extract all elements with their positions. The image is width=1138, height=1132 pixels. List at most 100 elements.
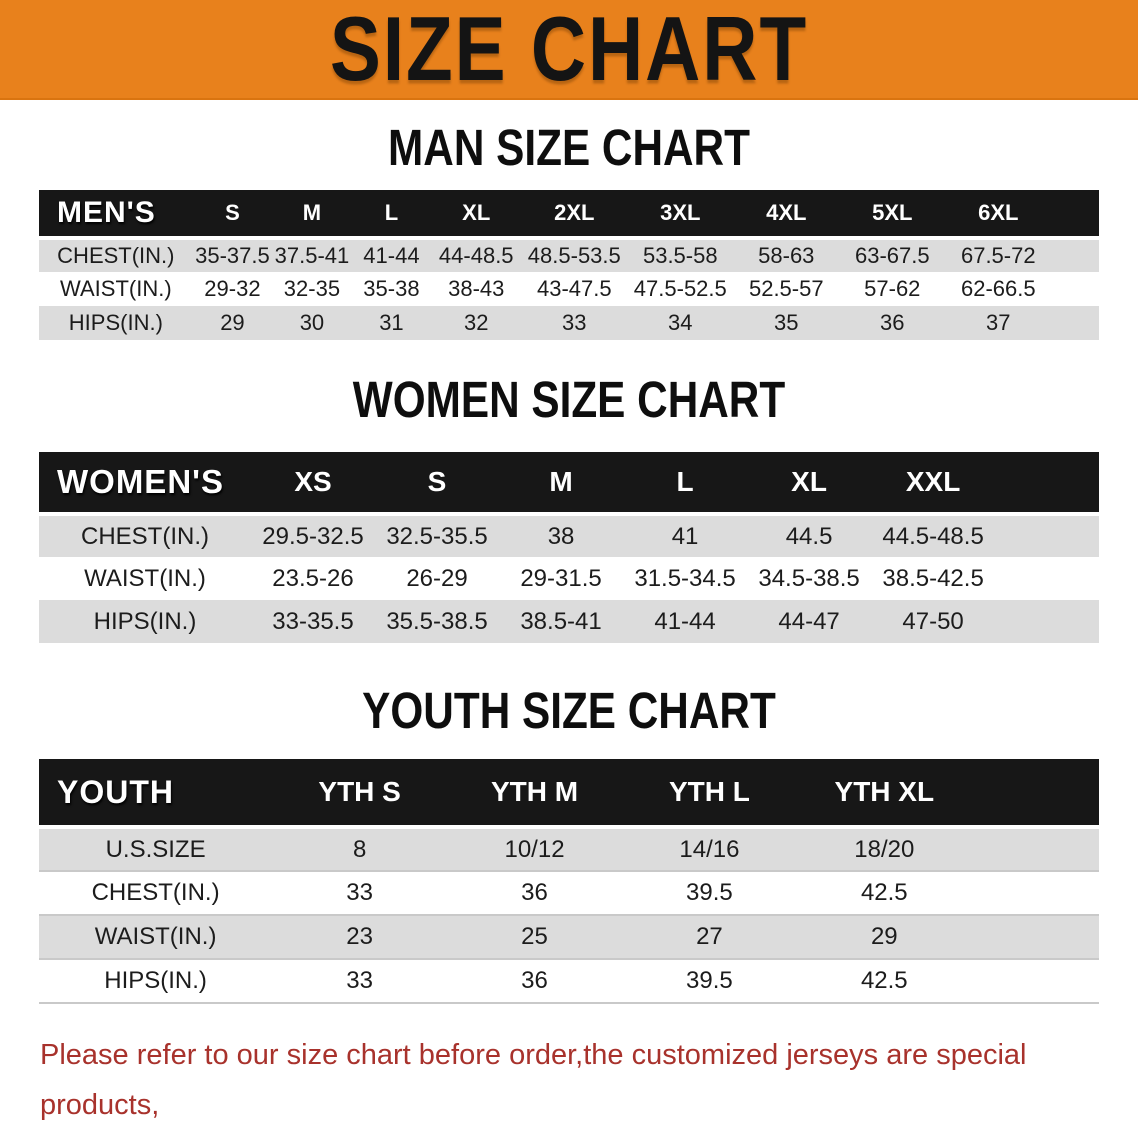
youth-heading-wrap: YOUTH SIZE CHART: [0, 681, 1138, 739]
size-cell: 23: [272, 914, 448, 959]
youth-group-label: YOUTH: [39, 759, 273, 827]
men-chest-row: CHEST(IN.) 35-37.5 37.5-41 41-44 44-48.5…: [39, 236, 1099, 272]
size-cell: 33: [272, 958, 448, 1004]
size-cell: 29: [796, 914, 972, 959]
women-size-table: WOMEN'S XS S M L XL XXL CHEST(IN.) 29.5-…: [39, 452, 1099, 643]
size-cell: 38.5-42.5: [882, 564, 984, 592]
women-size-header: XXL: [871, 452, 996, 514]
women-group-label: WOMEN'S: [39, 452, 251, 514]
size-cell: 25: [447, 914, 622, 959]
size-cell: 41: [623, 512, 748, 557]
size-cell: 32: [463, 310, 489, 335]
filler-cell: [995, 557, 1099, 600]
youth-waist-row: WAIST(IN.) 23 25 27 29: [39, 914, 1099, 959]
size-cell: 39.5: [621, 870, 797, 915]
filler-cell: [995, 600, 1099, 643]
size-cell: 35.5-38.5: [386, 607, 488, 635]
row-label: CHEST(IN.): [39, 236, 193, 272]
men-size-header: M: [272, 190, 352, 238]
filler-cell: [971, 870, 1099, 915]
men-header-row: MEN'S S M L XL 2XL 3XL 4XL 5XL 6XL: [39, 190, 1099, 238]
women-heading: WOMEN SIZE CHART: [352, 370, 786, 429]
men-section: MAN SIZE CHART MEN'S S M L XL 2XL 3XL 4X…: [0, 118, 1138, 340]
men-size-table: MEN'S S M L XL 2XL 3XL 4XL 5XL 6XL CHEST…: [39, 190, 1099, 340]
size-cell: 63-67.5: [839, 236, 946, 272]
youth-ussize-row: U.S.SIZE 8 10/12 14/16 18/20: [39, 825, 1099, 871]
size-cell: 38-43: [448, 276, 505, 301]
youth-heading: YOUTH SIZE CHART: [362, 681, 776, 740]
size-cell: 31: [379, 310, 404, 335]
size-cell: 44.5: [747, 512, 872, 557]
women-size-header: S: [375, 452, 500, 514]
row-label: WAIST(IN.): [84, 564, 206, 592]
women-size-header: XL: [747, 452, 872, 514]
row-label: U.S.SIZE: [39, 825, 273, 871]
row-label: WAIST(IN.): [60, 276, 172, 301]
men-heading: MAN SIZE CHART: [388, 118, 750, 177]
size-cell: 38.5-41: [520, 607, 602, 635]
youth-size-header: YTH M: [447, 759, 622, 827]
youth-section: YOUTH SIZE CHART YOUTH YTH S YTH M YTH L…: [0, 681, 1138, 1004]
men-group-label: MEN'S: [39, 190, 193, 238]
size-cell: 44-48.5: [431, 236, 522, 272]
size-cell: 36: [447, 870, 622, 915]
youth-size-header: YTH XL: [796, 759, 972, 827]
size-cell: 44.5-48.5: [871, 512, 996, 557]
size-cell: 26-29: [406, 564, 468, 592]
row-label: HIPS(IN.): [39, 958, 273, 1004]
men-size-header: 4XL: [733, 190, 840, 238]
size-cell: 29: [220, 310, 245, 335]
size-cell: 18/20: [796, 825, 972, 871]
size-cell: 23.5-26: [272, 564, 354, 592]
size-cell: 33: [562, 310, 587, 335]
youth-size-table: YOUTH YTH S YTH M YTH L YTH XL U.S.SIZE …: [39, 759, 1099, 1004]
size-cell: 27: [621, 914, 797, 959]
men-heading-wrap: MAN SIZE CHART: [0, 118, 1138, 176]
women-section: WOMEN SIZE CHART WOMEN'S XS S M L XL XXL…: [0, 370, 1138, 643]
men-size-header: 2XL: [521, 190, 628, 238]
size-cell: 29-31.5: [520, 564, 602, 592]
men-hips-row: HIPS(IN.) 29 30 31 32 33 34 35 36 37: [39, 306, 1099, 340]
row-label: CHEST(IN.): [39, 512, 251, 557]
size-cell: 32-35: [283, 276, 341, 301]
size-cell: 10/12: [447, 825, 622, 871]
size-cell: 37.5-41: [272, 236, 352, 272]
size-cell: 29-32: [204, 276, 261, 301]
size-cell: 57-62: [864, 276, 921, 301]
size-cell: 41-44: [654, 607, 716, 635]
size-cell: 35: [774, 310, 799, 335]
men-size-header: L: [351, 190, 432, 238]
size-cell: 30: [299, 310, 325, 335]
size-cell: 36: [447, 958, 622, 1004]
youth-header-row: YOUTH YTH S YTH M YTH L YTH XL: [39, 759, 1099, 827]
size-cell: 29.5-32.5: [251, 512, 376, 557]
size-cell: 31.5-34.5: [634, 564, 736, 592]
size-cell: 44-47: [778, 607, 840, 635]
size-cell: 47.5-52.5: [633, 276, 727, 301]
men-size-header: XL: [431, 190, 522, 238]
size-cell: 34: [668, 310, 693, 335]
size-cell: 32.5-35.5: [375, 512, 500, 557]
banner: SIZE CHART: [0, 0, 1138, 100]
men-size-header: 3XL: [627, 190, 734, 238]
size-cell: 42.5: [796, 958, 972, 1004]
women-size-header: M: [499, 452, 624, 514]
women-chest-row: CHEST(IN.) 29.5-32.5 32.5-35.5 38 41 44.…: [39, 512, 1099, 557]
size-cell: 47-50: [902, 607, 964, 635]
filler-cell: [1051, 272, 1099, 306]
youth-chest-row: CHEST(IN.) 33 36 39.5 42.5: [39, 870, 1099, 915]
size-cell: 42.5: [796, 870, 972, 915]
size-cell: 53.5-58: [627, 236, 734, 272]
filler-cell: [971, 914, 1099, 959]
size-cell: 33-35.5: [272, 607, 354, 635]
banner-title: SIZE CHART: [329, 0, 809, 100]
size-cell: 41-44: [351, 236, 432, 272]
filler-cell: [1051, 306, 1099, 340]
size-cell: 33: [272, 870, 448, 915]
filler-cell: [971, 759, 1099, 827]
youth-size-header: YTH S: [272, 759, 448, 827]
men-size-header: S: [192, 190, 273, 238]
women-hips-row: HIPS(IN.) 33-35.5 35.5-38.5 38.5-41 41-4…: [39, 600, 1099, 643]
filler-cell: [995, 512, 1099, 557]
size-cell: 39.5: [621, 958, 797, 1004]
